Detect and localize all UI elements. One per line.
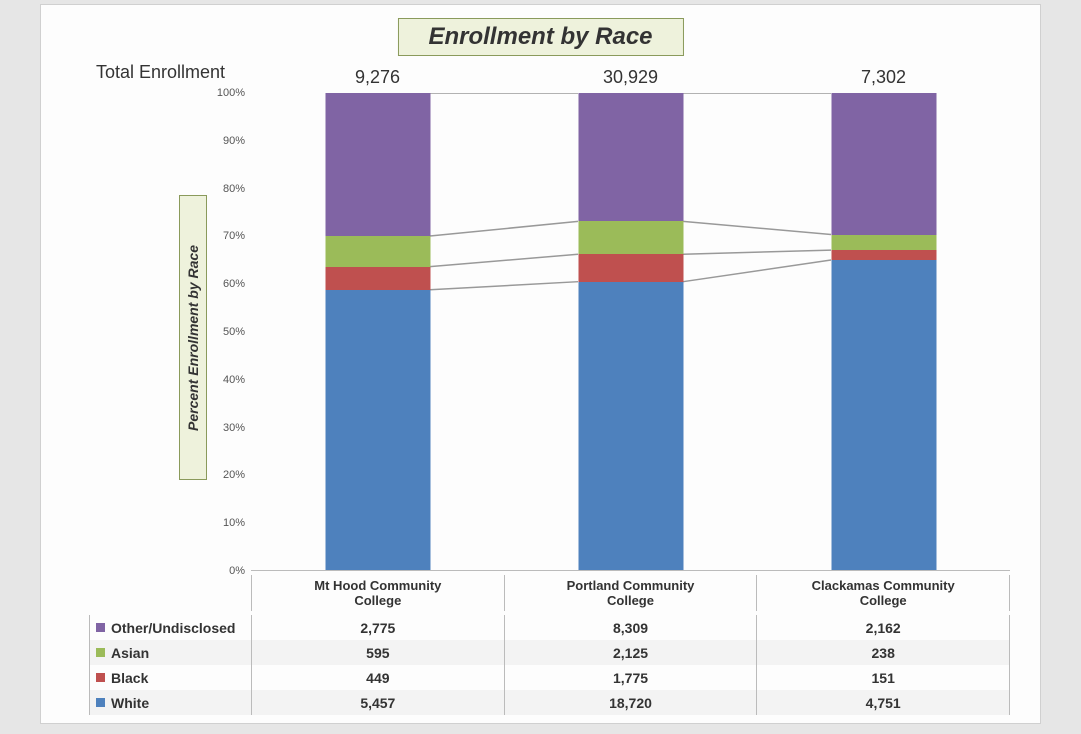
table-cell: 4,751	[757, 690, 1010, 715]
table-cell: 449	[252, 665, 505, 690]
bar-segment-asian	[578, 221, 683, 254]
table-cell: 595	[252, 640, 505, 665]
table-cell: 2,775	[252, 615, 505, 640]
bar-segment-white	[578, 282, 683, 571]
total-value-0: 9,276	[251, 67, 504, 89]
y-tick-label: 20%	[223, 469, 245, 481]
x-axis-label-0: Mt Hood CommunityCollege	[252, 575, 505, 611]
legend-label: Other/Undisclosed	[111, 620, 235, 636]
y-axis: 0%10%20%30%40%50%60%70%80%90%100%	[181, 93, 249, 571]
table-row: Black 4491,775151	[89, 665, 1010, 690]
table-row: White 5,45718,7204,751	[89, 690, 1010, 715]
y-tick-label: 80%	[223, 183, 245, 195]
data-table: Other/Undisclosed 2,7758,3092,162 Asian 595…	[89, 615, 1010, 715]
bar-segment-white	[831, 260, 936, 571]
bar-col-1	[504, 93, 757, 571]
bar-segment-asian	[831, 235, 936, 251]
x-axis-labels: Mt Hood CommunityCollege Portland Commun…	[251, 575, 1010, 611]
total-enrollment-label: Total Enrollment	[96, 62, 225, 83]
total-value-2: 7,302	[757, 67, 1010, 89]
table-series-header: Asian	[90, 640, 252, 665]
legend-swatch	[96, 623, 105, 632]
y-tick-label: 50%	[223, 326, 245, 338]
bar-segment-black	[578, 254, 683, 281]
table-cell: 2,162	[757, 615, 1010, 640]
total-value-1: 30,929	[504, 67, 757, 89]
bar-segment-white	[325, 290, 430, 571]
legend-label: White	[111, 695, 149, 711]
y-tick-label: 40%	[223, 374, 245, 386]
stacked-bar-1	[578, 93, 683, 571]
y-tick-label: 100%	[217, 87, 245, 99]
y-tick-label: 70%	[223, 230, 245, 242]
table-row: Other/Undisclosed 2,7758,3092,162	[89, 615, 1010, 640]
y-tick-label: 30%	[223, 422, 245, 434]
table-cell: 8,309	[505, 615, 758, 640]
table-cell: 1,775	[505, 665, 758, 690]
legend-swatch	[96, 648, 105, 657]
bar-segment-asian	[325, 236, 430, 267]
stacked-bar-0	[325, 93, 430, 571]
bar-segment-black	[831, 250, 936, 260]
x-axis-label-1: Portland CommunityCollege	[505, 575, 758, 611]
table-cell: 5,457	[252, 690, 505, 715]
bar-segment-other	[578, 93, 683, 221]
bar-col-2	[757, 93, 1010, 571]
bars-group	[251, 93, 1010, 571]
y-tick-label: 10%	[223, 517, 245, 529]
table-series-header: Other/Undisclosed	[90, 615, 252, 640]
table-row: Asian 5952,125238	[89, 640, 1010, 665]
table-series-header: White	[90, 690, 252, 715]
chart-title: Enrollment by Race	[397, 18, 683, 56]
bar-totals-row: 9,276 30,929 7,302	[251, 67, 1010, 89]
legend-swatch	[96, 698, 105, 707]
legend-swatch	[96, 673, 105, 682]
table-cell: 18,720	[505, 690, 758, 715]
chart-container: Enrollment by Race Total Enrollment Perc…	[40, 4, 1041, 724]
legend-label: Asian	[111, 645, 149, 661]
y-tick-label: 90%	[223, 135, 245, 147]
bar-segment-other	[831, 93, 936, 235]
y-tick-label: 60%	[223, 278, 245, 290]
x-axis-label-2: Clackamas CommunityCollege	[757, 575, 1010, 611]
x-axis-baseline	[251, 570, 1010, 571]
table-cell: 238	[757, 640, 1010, 665]
bar-segment-other	[325, 93, 430, 236]
bar-col-0	[251, 93, 504, 571]
table-cell: 2,125	[505, 640, 758, 665]
y-tick-label: 0%	[229, 565, 245, 577]
bar-segment-black	[325, 267, 430, 290]
table-series-header: Black	[90, 665, 252, 690]
stacked-bar-2	[831, 93, 936, 571]
plot-area	[251, 93, 1010, 571]
table-cell: 151	[757, 665, 1010, 690]
legend-label: Black	[111, 670, 148, 686]
